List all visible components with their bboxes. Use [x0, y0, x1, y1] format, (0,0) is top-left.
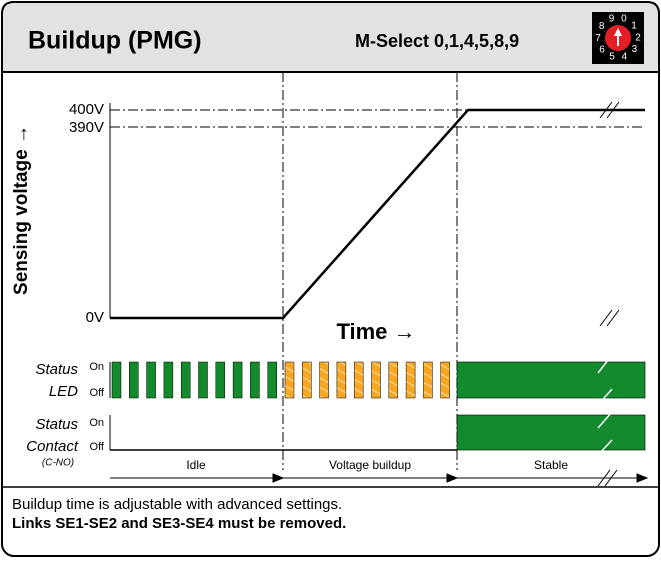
row-label: LED	[49, 383, 78, 400]
y-axis-label: Sensing voltage →	[11, 125, 32, 295]
led-pulse-idle	[250, 361, 260, 399]
row-sublabel: (C-NO)	[42, 458, 74, 469]
dial-digit: 7	[595, 33, 601, 44]
led-pulse-buildup	[319, 361, 329, 399]
led-pulse-idle	[146, 361, 156, 399]
break-marks	[599, 101, 620, 327]
dial-digit: 3	[632, 44, 638, 55]
led-pulse-idle	[129, 361, 139, 399]
state-label: Off	[90, 441, 105, 453]
phase-label: Stable	[534, 458, 568, 472]
level-label: 390V	[69, 119, 104, 136]
mode: M-Select 0,1,4,5,8,9	[355, 31, 519, 51]
led-pulse-buildup	[302, 361, 312, 399]
led-pulse-buildup	[371, 361, 381, 399]
phase-label: Voltage buildup	[329, 458, 411, 472]
row-label: Contact	[26, 438, 79, 455]
led-pulse-idle	[232, 361, 243, 399]
row-label: Status	[35, 416, 78, 433]
led-pulse-buildup	[440, 361, 450, 399]
led-pulse-idle	[180, 361, 191, 399]
level-label: 0V	[86, 309, 104, 326]
level-label: 400V	[69, 101, 104, 118]
dial-digit: 9	[609, 14, 615, 25]
led-pulse-buildup	[284, 361, 295, 399]
row-label: Status	[35, 361, 78, 378]
x-axis-label: Time →	[336, 319, 415, 344]
footer-warning: Links SE1-SE2 and SE3-SE4 must be remove…	[12, 515, 346, 532]
led-pulse-idle	[267, 361, 277, 399]
header-band	[1, 1, 660, 73]
footer-note: Buildup time is adjustable with advanced…	[12, 496, 342, 513]
state-label: On	[89, 361, 104, 373]
dial-digit: 6	[599, 45, 605, 56]
led-pulse-buildup	[353, 361, 364, 399]
led-pulse-buildup	[423, 361, 433, 399]
dial-digit: 0	[621, 14, 627, 25]
contact-on	[456, 414, 646, 451]
dial-digit: 4	[622, 52, 628, 63]
dial-digit: 1	[631, 21, 637, 32]
led-pulse-idle	[111, 361, 122, 399]
state-label: Off	[90, 387, 105, 399]
dial-arrow	[614, 28, 622, 46]
dial-digit: 5	[609, 52, 615, 63]
led-pulse-buildup	[388, 361, 399, 399]
led-pulse-buildup	[405, 361, 416, 399]
led-pulse-idle	[198, 361, 208, 399]
title: Buildup (PMG)	[28, 27, 202, 55]
state-label: On	[89, 417, 104, 429]
dial-digit: 2	[635, 32, 641, 43]
voltage-curve	[110, 108, 645, 320]
dial-digit: 8	[599, 21, 605, 32]
phase-label: Idle	[186, 458, 206, 472]
led-pulse-buildup	[336, 361, 347, 399]
break-marks	[597, 354, 613, 456]
led-stable	[456, 361, 646, 399]
phase-arrows	[110, 469, 649, 487]
led-pulse-idle	[163, 361, 174, 399]
led-pulse-idle	[215, 361, 226, 399]
